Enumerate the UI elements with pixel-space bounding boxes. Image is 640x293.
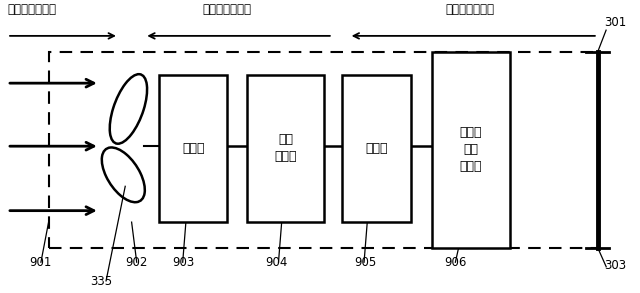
Bar xyxy=(159,74,227,222)
Text: 301: 301 xyxy=(604,16,627,29)
Text: 303: 303 xyxy=(604,259,627,272)
Text: 902: 902 xyxy=(125,256,148,269)
Text: 335: 335 xyxy=(90,275,112,288)
Bar xyxy=(342,74,411,222)
Text: 同期
発電機: 同期 発電機 xyxy=(275,133,297,163)
Bar xyxy=(49,52,598,248)
Bar xyxy=(432,52,509,248)
Text: 整流器: 整流器 xyxy=(365,142,388,155)
Text: 電気エネルギー: 電気エネルギー xyxy=(445,3,495,16)
Text: 自然エネルギー: 自然エネルギー xyxy=(7,3,56,16)
Text: 904: 904 xyxy=(266,256,288,269)
Text: 901: 901 xyxy=(29,256,52,269)
Text: 直流－
直流
変換器: 直流－ 直流 変換器 xyxy=(460,126,482,173)
Bar xyxy=(246,74,324,222)
Text: 905: 905 xyxy=(354,256,376,269)
Text: 903: 903 xyxy=(172,256,194,269)
Text: 回転エネルギー: 回転エネルギー xyxy=(203,3,252,16)
Text: 増速機: 増速機 xyxy=(182,142,205,155)
Text: 906: 906 xyxy=(445,256,467,269)
